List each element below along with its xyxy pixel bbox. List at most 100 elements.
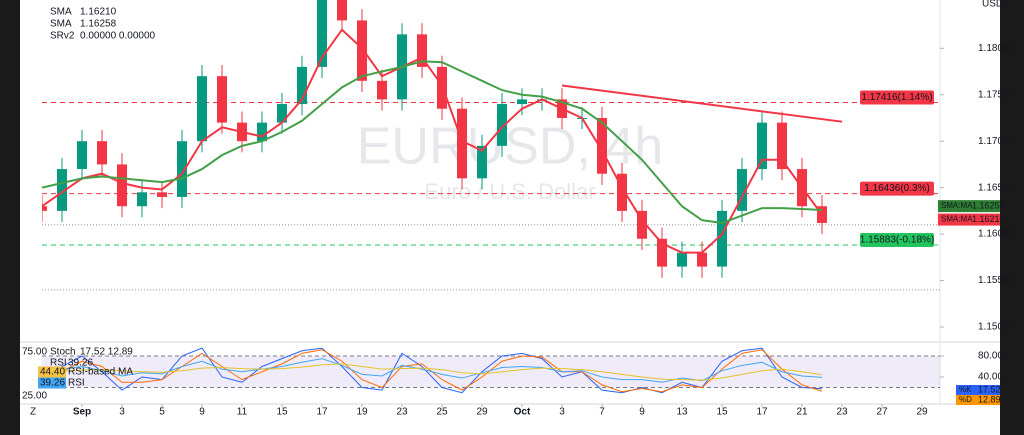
x-tick-label: 21 xyxy=(796,407,808,418)
price-tag-value: 1.16258 xyxy=(972,201,1005,211)
rsi-value: 39.26 xyxy=(68,358,93,369)
x-tick-label: 23 xyxy=(836,407,848,418)
x-tick-label: 17 xyxy=(756,407,768,418)
x-tick-label: 27 xyxy=(876,407,888,418)
x-tick-label: 11 xyxy=(237,407,248,418)
price-tag-value: 1.16210 xyxy=(972,214,1005,224)
price-tag xyxy=(938,213,1000,226)
y-tick-label: 1.18000 xyxy=(978,43,1015,54)
x-tick-label: 19 xyxy=(356,407,368,418)
indicator-line xyxy=(41,358,823,383)
x-tick-label: 9 xyxy=(639,407,645,418)
x-tick-label: 3 xyxy=(119,407,125,418)
x-tick-label: 15 xyxy=(276,407,288,418)
frame-left xyxy=(0,0,20,435)
pane-tag-name: RSI-based MA xyxy=(68,367,133,378)
candle-body xyxy=(697,252,707,267)
candle-body xyxy=(57,169,67,211)
candle-body xyxy=(617,173,627,211)
pane-tag xyxy=(38,377,66,389)
watermark: EURUSD, 4h xyxy=(357,118,663,176)
candle-body xyxy=(137,192,147,207)
x-tick-label: 15 xyxy=(716,407,728,418)
x-tick-label: Oct xyxy=(514,407,531,418)
candle-body xyxy=(497,104,507,146)
candle-body xyxy=(417,34,427,67)
candle-body xyxy=(657,238,667,267)
candle-body xyxy=(517,99,527,105)
pane-tag-name: %K xyxy=(959,385,972,394)
legend-name: SMA xyxy=(50,7,72,18)
y-tick-label: 1.16000 xyxy=(978,229,1015,240)
candle-body xyxy=(757,122,767,170)
x-tick-label: 5 xyxy=(159,407,165,418)
y-tick-label: 1.16500 xyxy=(978,182,1015,193)
pane-tag-value: 39.26 xyxy=(40,378,65,389)
candle-body xyxy=(677,252,687,267)
x-tick-label: 3 xyxy=(559,407,565,418)
level-label: 1.15883(-0.18%) xyxy=(860,235,935,246)
band-fill xyxy=(42,356,940,388)
y-tick-label: 1.15500 xyxy=(978,275,1015,286)
level-tag xyxy=(860,232,934,247)
pane-tag-value: 17.52 xyxy=(978,384,1001,394)
candle-body xyxy=(42,206,47,211)
level-label: 1.17416(1.14%) xyxy=(861,92,932,103)
legend-name: SRv2 xyxy=(50,31,75,42)
candle-body xyxy=(197,76,207,142)
candle-body xyxy=(217,76,227,123)
candle-body xyxy=(117,164,127,207)
sma-line xyxy=(42,60,823,224)
trendline xyxy=(561,84,843,123)
pane-y-tick-label: 40.00 xyxy=(978,372,1003,383)
rsi-label: RSI xyxy=(50,358,67,369)
legend-name: SMA xyxy=(50,19,72,30)
candle-body xyxy=(157,192,167,197)
level-tag xyxy=(860,90,934,105)
y-tick-label: 1.17000 xyxy=(978,136,1015,147)
sma-line xyxy=(42,28,823,254)
x-tick-label: 9 xyxy=(199,407,205,418)
x-tick-label: 29 xyxy=(476,407,488,418)
candle-body xyxy=(77,141,87,170)
price-tag xyxy=(938,200,1000,213)
legend-value: 0.00000 0.00000 xyxy=(80,31,156,42)
indicator-line xyxy=(41,347,823,394)
stoch-values: 17.52 12.89 xyxy=(80,347,133,358)
candle-body xyxy=(337,0,347,21)
x-tick-label: Sep xyxy=(73,407,91,418)
pane-left-label: 25.00 xyxy=(22,391,47,402)
candle-body xyxy=(777,122,787,170)
x-tick-label: 17 xyxy=(316,407,328,418)
candle-body xyxy=(97,141,107,165)
candle-body xyxy=(297,66,307,105)
legend-value: 1.16258 xyxy=(80,19,117,30)
candle-body xyxy=(257,122,267,142)
candle-body xyxy=(317,0,327,67)
candle-body xyxy=(737,169,747,211)
pane-tag-value: 44.40 xyxy=(40,367,65,378)
main-pane: EURUSD, 4h Euro / U.S. Dollar xyxy=(42,0,940,291)
y-tick-label: 1.17500 xyxy=(978,89,1015,100)
indicator-line xyxy=(41,363,823,381)
candle-body xyxy=(717,210,727,267)
pane-tag-value: 12.89 xyxy=(978,394,1001,404)
candle-body xyxy=(177,141,187,197)
pane-y-tick-label: 80.00 xyxy=(978,351,1003,362)
currency: USD xyxy=(982,0,1003,10)
z-button[interactable]: Z xyxy=(30,407,36,418)
pane-tag-name: RSI xyxy=(68,378,85,389)
candle-body xyxy=(277,104,287,123)
pane-tag xyxy=(956,385,1000,395)
price-tag-name: SMA:MA xyxy=(941,215,973,224)
x-tick-label: 25 xyxy=(436,407,448,418)
candle-body xyxy=(637,210,647,239)
candle-body xyxy=(357,20,367,81)
x-tick-label: 29 xyxy=(916,407,928,418)
stoch-label: Stoch xyxy=(50,347,76,358)
level-label: 1.16436(0.3%) xyxy=(864,183,930,194)
candle-body xyxy=(457,108,467,179)
x-tick-label: 23 xyxy=(396,407,408,418)
